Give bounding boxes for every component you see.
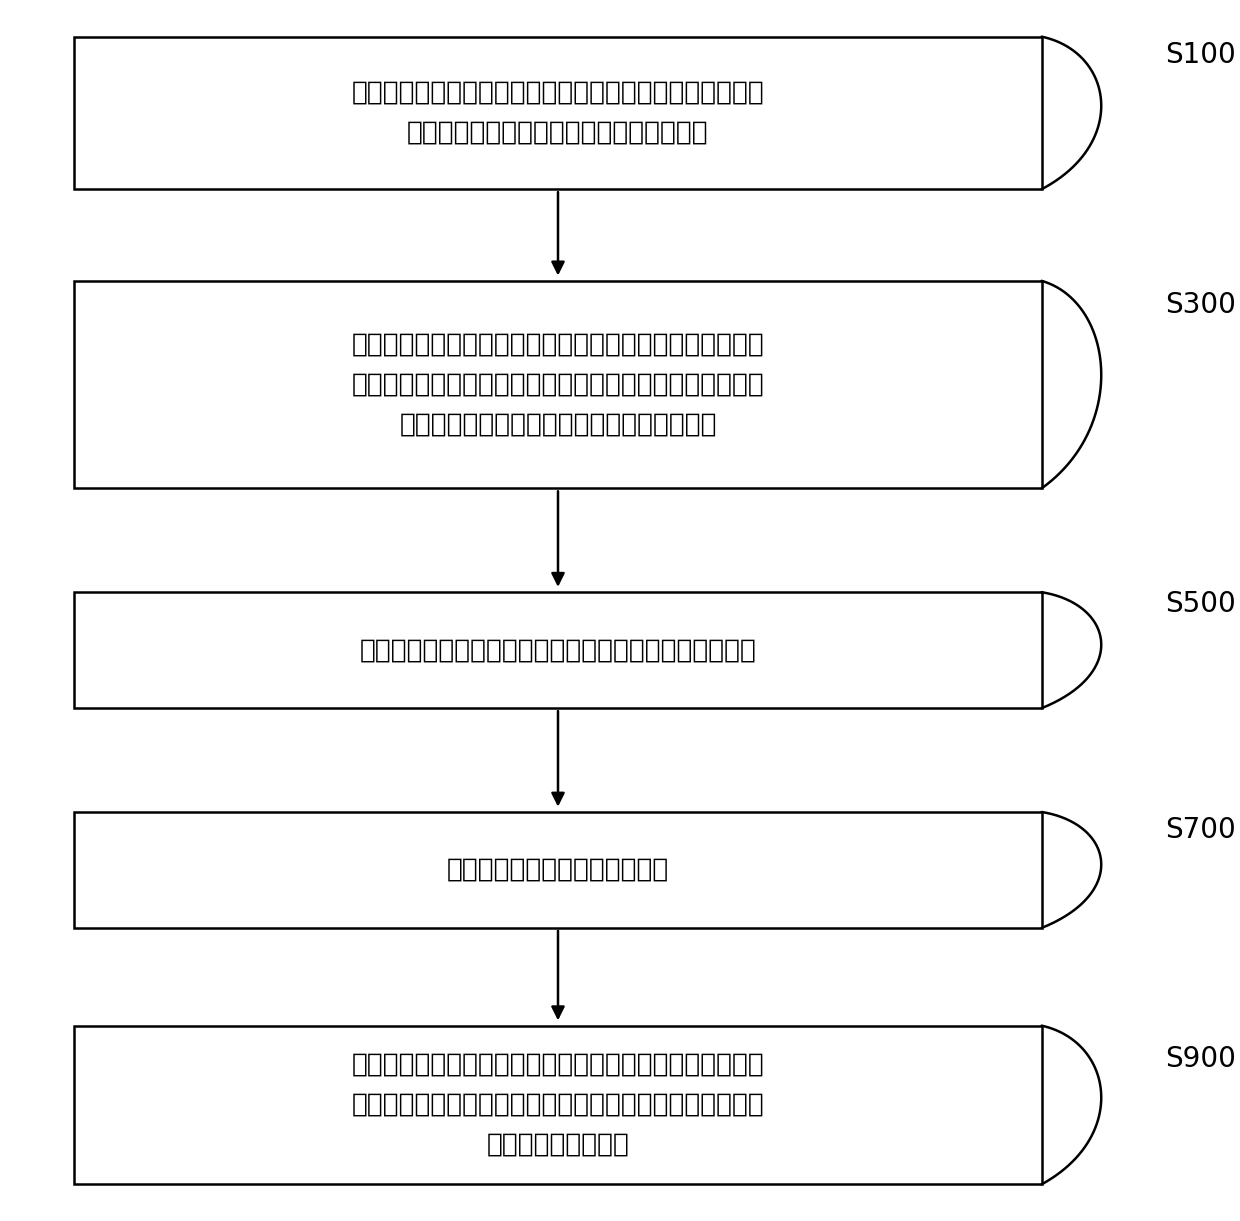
Text: 将触控操作数据发送至受控终端: 将触控操作数据发送至受控终端 [446, 857, 670, 883]
Text: 获取受控终端的触控响应界面，显示触控响应界面，触控响
应界面由受控终端按照识别出的触控操作数据的优先级，响
应触控操作数据生成: 获取受控终端的触控响应界面，显示触控响应界面，触控响 应界面由受控终端按照识别出… [352, 1053, 764, 1158]
Bar [74, 812, 1042, 928]
Bar [74, 37, 1042, 189]
Text: S100: S100 [1166, 42, 1236, 68]
Text: S300: S300 [1166, 292, 1236, 319]
Text: S900: S900 [1166, 1045, 1236, 1072]
Bar [74, 1026, 1042, 1184]
Text: S500: S500 [1166, 591, 1236, 618]
Text: 获取用户设置的页面划分信息，发送页面划分信息和操控请
求至受控终端，操控请求携带身份认证信息: 获取用户设置的页面划分信息，发送页面划分信息和操控请 求至受控终端，操控请求携带… [352, 79, 764, 147]
Text: 响应用户对局部交互界面的触控操作，得到触控操作数据: 响应用户对局部交互界面的触控操作，得到触控操作数据 [360, 637, 756, 663]
Bar [74, 281, 1042, 488]
Text: S700: S700 [1166, 817, 1236, 844]
Bar [74, 592, 1042, 708]
Text: 接收受控终端根据身份认证信息和页面划分信息反馈的局部
交互界面，显示局部交互界面，局部交互界面为受控终端被
至少两个控制终端操控的交互界面的局部界面: 接收受控终端根据身份认证信息和页面划分信息反馈的局部 交互界面，显示局部交互界面… [352, 332, 764, 437]
